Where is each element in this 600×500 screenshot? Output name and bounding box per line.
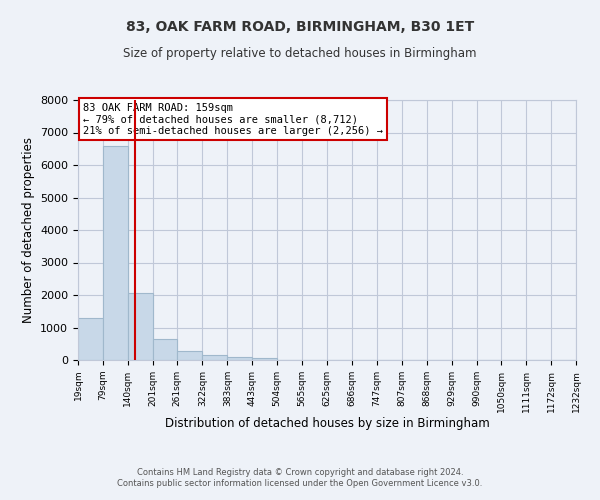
Text: 83, OAK FARM ROAD, BIRMINGHAM, B30 1ET: 83, OAK FARM ROAD, BIRMINGHAM, B30 1ET	[126, 20, 474, 34]
Text: Size of property relative to detached houses in Birmingham: Size of property relative to detached ho…	[123, 48, 477, 60]
Bar	[103, 146, 128, 360]
Bar	[202, 356, 227, 360]
Bar	[128, 294, 153, 360]
Bar	[178, 351, 202, 360]
Bar	[252, 358, 277, 360]
X-axis label: Distribution of detached houses by size in Birmingham: Distribution of detached houses by size …	[164, 418, 490, 430]
Text: 83 OAK FARM ROAD: 159sqm
← 79% of detached houses are smaller (8,712)
21% of sem: 83 OAK FARM ROAD: 159sqm ← 79% of detach…	[83, 102, 383, 136]
Bar	[78, 318, 103, 360]
Bar	[227, 357, 252, 360]
Y-axis label: Number of detached properties: Number of detached properties	[22, 137, 35, 323]
Text: Contains HM Land Registry data © Crown copyright and database right 2024.
Contai: Contains HM Land Registry data © Crown c…	[118, 468, 482, 487]
Bar	[153, 339, 178, 360]
